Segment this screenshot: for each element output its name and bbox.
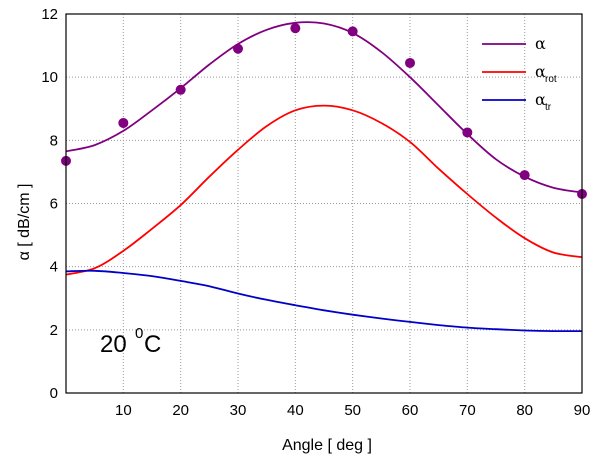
y-tick-label: 0: [50, 385, 58, 402]
data-point: [462, 127, 473, 138]
x-tick-label: 50: [344, 402, 361, 419]
series-line: [65, 21, 583, 194]
data-point: [118, 117, 129, 128]
y-tick-label: 2: [50, 322, 58, 339]
x-tick-label: 40: [287, 402, 304, 419]
y-tick-label: 10: [41, 69, 58, 86]
annotation-unit: C: [144, 331, 161, 358]
annotation-value: 20: [100, 331, 133, 358]
x-axis-label: Angle [ deg ]: [282, 437, 372, 454]
legend-label: α: [535, 34, 546, 53]
y-tick-label: 4: [50, 259, 58, 276]
series-line: [65, 269, 583, 333]
x-tick-label: 10: [115, 402, 132, 419]
y-tick-label: 6: [50, 196, 58, 213]
data-points: [61, 23, 587, 200]
y-tick-label: 12: [41, 6, 58, 23]
legend-label: α: [535, 62, 546, 81]
x-tick-label: 30: [230, 402, 247, 419]
x-tick-label: 80: [516, 402, 533, 419]
x-tick-labels: 10 20 30 40 50 60 70 80 90: [115, 402, 590, 419]
data-point: [175, 84, 186, 95]
series-line: [65, 104, 583, 276]
data-point: [519, 170, 530, 181]
y-tick-label: 8: [50, 132, 58, 149]
x-tick-label: 70: [459, 402, 476, 419]
plot-frame: [65, 13, 583, 394]
y-axis-label: α [ dB/cm ]: [16, 184, 33, 261]
legend-label-subscript: tr: [545, 102, 552, 113]
legend-label: α: [535, 90, 546, 109]
y-tick-labels: 0 2 4 6 8 10 12: [41, 6, 58, 402]
data-point: [290, 23, 301, 34]
annotation-superscript: 0: [135, 325, 143, 342]
x-tick-label: 60: [402, 402, 419, 419]
x-tick-label: 90: [574, 402, 591, 419]
series-curves: [65, 21, 583, 333]
data-point: [347, 26, 358, 37]
legend-label-subscript: rot: [545, 74, 557, 85]
x-tick-label: 20: [172, 402, 189, 419]
data-point: [405, 57, 415, 68]
data-point: [233, 43, 243, 54]
temperature-annotation: 20 0 C: [100, 325, 161, 358]
